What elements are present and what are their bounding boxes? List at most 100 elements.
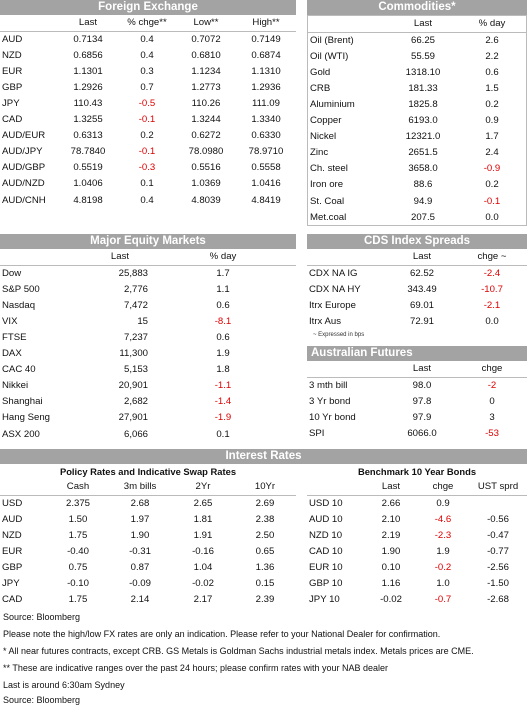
table-cell: 0.87 bbox=[130, 562, 150, 574]
bonds-table: Last chge UST sprd USD 10 2.66 0.9 AUD 10 2.10-… bbox=[307, 479, 527, 608]
table-cell: -2.56 bbox=[487, 562, 509, 574]
table-cell bbox=[469, 495, 527, 511]
row-label: Nasdaq bbox=[2, 299, 36, 311]
column-header: High** bbox=[236, 15, 296, 32]
table-row: 3 Yr bond 97.8 0 bbox=[307, 393, 527, 409]
row-label: Itrx Aus bbox=[309, 315, 341, 327]
table-cell: 1.1234 bbox=[191, 65, 221, 77]
table-cell: 0.6 bbox=[485, 66, 499, 78]
table-row: AUD 10 2.10 -4.6 -0.56 bbox=[307, 511, 527, 527]
table-cell: -0.40 bbox=[67, 545, 89, 557]
table-cell: 0.10 bbox=[381, 562, 401, 574]
row-label: Itrx Europe bbox=[309, 299, 356, 311]
commodities-title: Commodities* bbox=[307, 0, 527, 15]
row-label: Nikkei bbox=[2, 380, 29, 392]
row-label: CDX NA HY bbox=[309, 283, 361, 295]
footnote-ranges-note: ** These are indicative ranges over the … bbox=[3, 663, 389, 673]
table-cell: 94.9 bbox=[413, 195, 433, 207]
table-row: 10 Yr bond 97.9 3 bbox=[307, 409, 527, 425]
row-label: JPY 10 bbox=[309, 594, 340, 606]
table-cell: -1.50 bbox=[487, 578, 509, 590]
row-label: AUD/NZD bbox=[2, 178, 45, 190]
table-row: GBP 0.75 0.87 1.04 1.36 bbox=[0, 559, 296, 575]
column-header bbox=[0, 479, 48, 496]
table-cell: -4.6 bbox=[434, 513, 452, 525]
table-cell: 0.6856 bbox=[73, 49, 103, 61]
table-row: Nickel 12321.0 1.7 bbox=[308, 129, 526, 145]
table-cell: 0.7134 bbox=[73, 33, 103, 45]
table-row: Nasdaq 7,472 0.6 bbox=[0, 297, 296, 313]
row-label: USD bbox=[2, 497, 23, 509]
table-cell: -0.5 bbox=[138, 98, 156, 110]
table-cell: -0.02 bbox=[380, 594, 402, 606]
table-cell: 2,776 bbox=[123, 283, 148, 295]
table-cell: -2.1 bbox=[483, 299, 501, 311]
row-label: AUD bbox=[2, 33, 23, 45]
row-label: JPY bbox=[2, 578, 20, 590]
row-label: S&P 500 bbox=[2, 283, 40, 295]
table-cell: 1.9 bbox=[436, 545, 450, 557]
table-cell: 66.25 bbox=[410, 34, 435, 46]
table-cell: 0.0 bbox=[485, 211, 499, 223]
table-cell: -0.1 bbox=[138, 114, 156, 126]
table-cell: 1.97 bbox=[130, 513, 150, 525]
row-label: 10 Yr bond bbox=[309, 411, 356, 423]
column-header: 10Yr bbox=[234, 479, 296, 496]
table-row: ASX 200 6,066 0.1 bbox=[0, 426, 296, 442]
table-row: Shanghai 2,682 -1.4 bbox=[0, 394, 296, 410]
table-cell: 0.2 bbox=[485, 179, 499, 191]
table-row: Met.coal 207.5 0.0 bbox=[308, 209, 526, 225]
table-cell: -2.3 bbox=[434, 529, 452, 541]
column-header bbox=[307, 249, 387, 266]
column-header: Last bbox=[387, 361, 457, 378]
table-cell: 5,153 bbox=[123, 364, 148, 376]
row-label: AUD/JPY bbox=[2, 146, 43, 158]
table-cell: 1.1310 bbox=[251, 65, 281, 77]
table-cell: 1.75 bbox=[68, 529, 88, 541]
table-cell: 110.26 bbox=[191, 98, 221, 110]
table-cell: -1.9 bbox=[214, 412, 232, 424]
column-header: chge ~ bbox=[457, 249, 527, 266]
row-label: NZD bbox=[2, 49, 22, 61]
table-cell: 1.0416 bbox=[251, 178, 281, 190]
table-row: CAD 1.3255 -0.1 1.3244 1.3340 bbox=[0, 112, 296, 128]
commodities-panel: Commodities* Last% day Oil (Brent) 66.25 2.… bbox=[307, 0, 527, 227]
table-row: CAC 40 5,153 1.8 bbox=[0, 362, 296, 378]
table-row: DAX 11,300 1.9 bbox=[0, 346, 296, 362]
column-header: chge bbox=[457, 361, 527, 378]
table-cell: 4.8419 bbox=[251, 194, 281, 206]
table-row: JPY 10 -0.02 -0.7 -2.68 bbox=[307, 592, 527, 608]
column-header: Last bbox=[365, 479, 417, 496]
row-label: Dow bbox=[2, 267, 22, 279]
table-cell: 0.5516 bbox=[191, 162, 221, 174]
table-row: S&P 500 2,776 1.1 bbox=[0, 281, 296, 297]
table-cell: 1.1 bbox=[216, 283, 230, 295]
table-cell: 181.33 bbox=[408, 82, 438, 94]
footnote-fx-note: Please note the high/low FX rates are on… bbox=[3, 629, 441, 639]
table-cell: -0.1 bbox=[483, 195, 501, 207]
row-label: VIX bbox=[2, 315, 18, 327]
table-cell: 7,237 bbox=[123, 332, 148, 344]
table-cell: 25,883 bbox=[118, 267, 148, 279]
column-header: 3m bills bbox=[108, 479, 172, 496]
table-cell: -0.7 bbox=[434, 594, 452, 606]
row-label: CAD 10 bbox=[309, 545, 343, 557]
table-row: 3 mth bill 98.0 -2 bbox=[307, 377, 527, 393]
table-row: FTSE 7,237 0.6 bbox=[0, 329, 296, 345]
table-cell: 1.2926 bbox=[73, 81, 103, 93]
table-cell: -0.10 bbox=[67, 578, 89, 590]
table-cell: 7,472 bbox=[123, 299, 148, 311]
table-cell: -1.4 bbox=[214, 396, 232, 408]
table-cell: 55.59 bbox=[410, 50, 435, 62]
table-row: NZD 1.75 1.90 1.91 2.50 bbox=[0, 527, 296, 543]
table-cell: 111.09 bbox=[252, 98, 280, 110]
row-label: ASX 200 bbox=[2, 428, 40, 440]
table-cell: -2.4 bbox=[483, 267, 501, 279]
bonds-block: Benchmark 10 Year Bonds Last chge UST sprd… bbox=[307, 464, 527, 608]
table-cell: 78.9710 bbox=[248, 146, 284, 158]
futures-title: Australian Futures bbox=[307, 346, 527, 361]
table-row: Oil (WTI) 55.59 2.2 bbox=[308, 48, 526, 64]
table-cell: 0.5558 bbox=[251, 162, 281, 174]
row-label: St. Coal bbox=[310, 195, 345, 207]
table-cell: 0.6272 bbox=[191, 130, 221, 142]
